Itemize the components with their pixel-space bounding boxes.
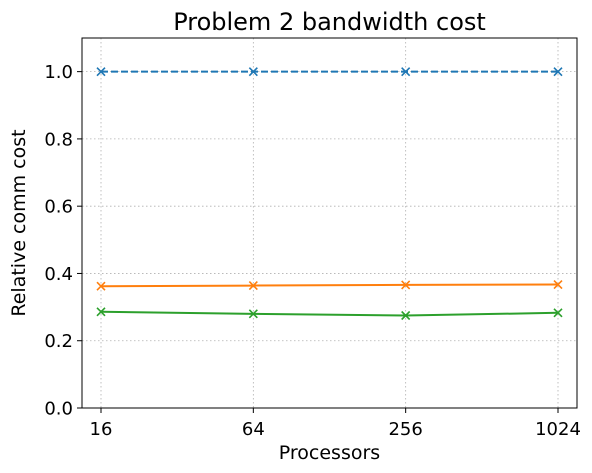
x-tick-label: 16 bbox=[90, 419, 113, 440]
series-2-point bbox=[401, 280, 411, 290]
chart-title: Problem 2 bandwidth cost bbox=[173, 8, 486, 36]
series-layer bbox=[96, 67, 563, 321]
series-2-point bbox=[248, 280, 258, 291]
series-1-point bbox=[553, 67, 563, 77]
series-2-line bbox=[100, 283, 559, 288]
y-tick-label: 0.2 bbox=[44, 331, 73, 352]
y-tick-label: 0.0 bbox=[44, 399, 73, 420]
x-tick-label: 1024 bbox=[535, 419, 581, 440]
series-3-point bbox=[96, 307, 106, 317]
series-3-point bbox=[401, 310, 411, 321]
y-tick-label: 1.0 bbox=[44, 62, 73, 83]
series-2-point bbox=[553, 279, 563, 290]
series-1-point bbox=[401, 67, 411, 77]
series-2 bbox=[96, 279, 563, 291]
x-tick-label: 256 bbox=[388, 419, 422, 440]
plot-frame bbox=[81, 37, 578, 409]
x-tick-label: 64 bbox=[242, 419, 265, 440]
series-2-point bbox=[96, 281, 106, 291]
series-3-point bbox=[553, 308, 563, 318]
series-1 bbox=[96, 67, 563, 77]
series-3-point bbox=[248, 309, 258, 319]
y-tick-label: 0.8 bbox=[44, 129, 73, 150]
y-axis-label: Relative comm cost bbox=[8, 129, 30, 316]
series-1-point bbox=[96, 67, 106, 77]
ticks: 16 64 256 1024 0.0 0.2 0.4 0.6 0.8 1.0 bbox=[44, 62, 581, 440]
x-axis-label: Processors bbox=[279, 442, 380, 464]
y-tick-label: 0.6 bbox=[44, 197, 73, 218]
series-1-point bbox=[248, 67, 258, 77]
y-tick-label: 0.4 bbox=[44, 264, 73, 285]
series-3-line bbox=[100, 310, 559, 317]
series-3 bbox=[96, 307, 563, 321]
grid bbox=[82, 38, 577, 409]
